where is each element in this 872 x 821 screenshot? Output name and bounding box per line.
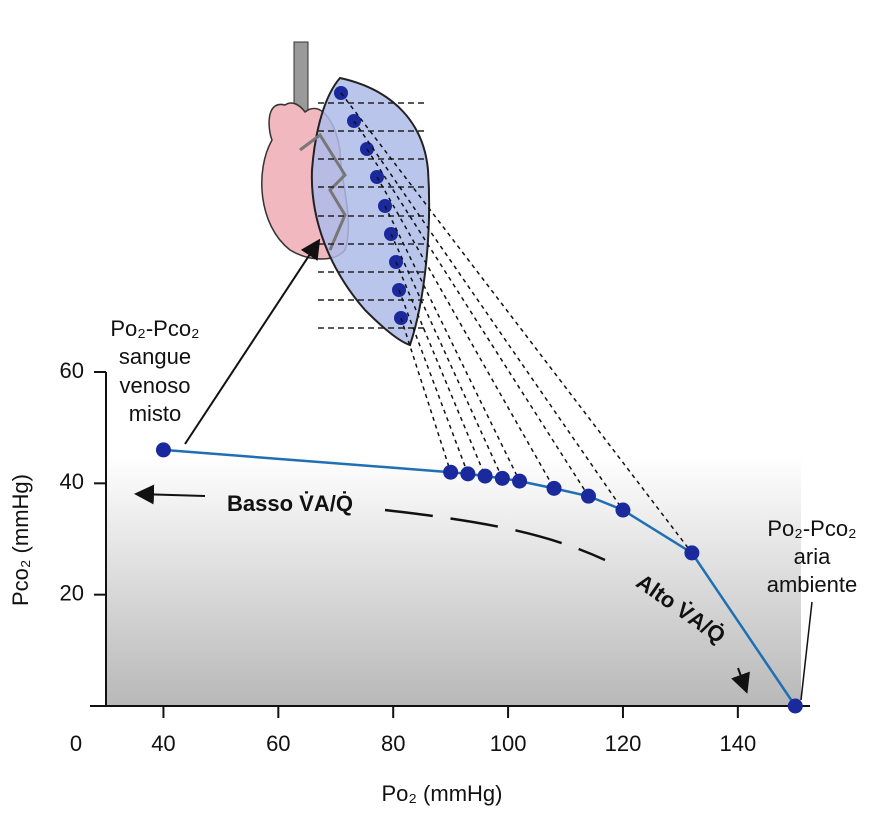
link-line — [376, 176, 555, 489]
link-line — [340, 92, 693, 554]
annotation: Po₂-Pco₂ — [767, 516, 856, 541]
y-axis-label: Pco₂ (mmHg) — [8, 474, 33, 606]
link-line — [353, 120, 624, 511]
annotation: aria — [794, 544, 831, 569]
data-point — [477, 468, 493, 484]
x-tick-label: 80 — [381, 731, 405, 756]
x-tick-label: 40 — [151, 731, 175, 756]
data-point — [155, 442, 171, 458]
data-point — [443, 464, 459, 480]
annotation: Po₂-Pco₂ — [110, 316, 199, 341]
shaded-region — [106, 455, 801, 706]
data-point — [546, 480, 562, 496]
trend-line — [384, 508, 606, 562]
arrow — [134, 484, 206, 505]
link-line — [384, 205, 521, 482]
data-point — [512, 473, 528, 489]
x-tick-label: 100 — [490, 731, 527, 756]
data-point — [684, 545, 700, 561]
link-line — [400, 317, 452, 473]
y-tick-label: 60 — [60, 358, 84, 383]
link-line — [398, 289, 469, 475]
y-tick-label: 40 — [60, 469, 84, 494]
x-tick-label: 140 — [719, 731, 756, 756]
x-tick-label: 120 — [605, 731, 642, 756]
annotation: Basso V̇A/Q̇ — [227, 491, 353, 516]
pointer-line — [800, 601, 813, 701]
trachea — [293, 41, 309, 113]
y-tick-label: 20 — [60, 580, 84, 605]
annotation: sangue — [119, 344, 191, 369]
lung — [310, 76, 431, 347]
arrow — [731, 667, 750, 694]
link-line — [395, 261, 486, 477]
x-tick-label: 60 — [266, 731, 290, 756]
airway — [299, 132, 347, 251]
data-point — [787, 698, 803, 714]
annotation: misto — [129, 401, 182, 426]
annotation: ambiente — [767, 572, 858, 597]
origin-label: 0 — [70, 731, 82, 756]
x-axis-label: Po₂ (mmHg) — [382, 781, 503, 806]
data-point — [580, 488, 596, 504]
link-line — [390, 233, 504, 479]
data-point — [615, 502, 631, 518]
data-point — [494, 470, 510, 486]
data-point — [460, 466, 476, 482]
arrow — [184, 238, 321, 445]
annotation: venoso — [120, 373, 191, 398]
